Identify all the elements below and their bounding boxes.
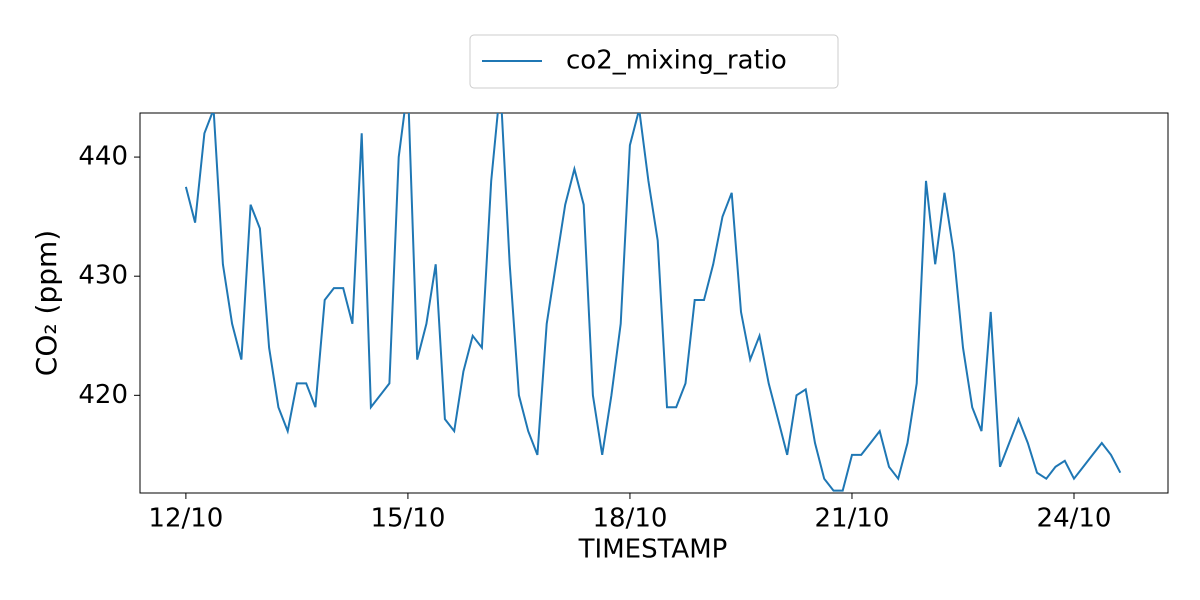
x-tick-label: 15/10	[370, 504, 445, 534]
legend-label: co2_mixing_ratio	[566, 46, 787, 76]
x-tick-label: 24/10	[1037, 504, 1112, 534]
x-tick-label: 21/10	[815, 504, 890, 534]
x-axis-label: TIMESTAMP	[578, 535, 728, 565]
legend-box	[469, 34, 839, 89]
plot-frame	[139, 112, 1169, 494]
y-tick-label: 420	[78, 380, 128, 410]
x-tick-label: 12/10	[148, 504, 223, 534]
x-tick-label: 18/10	[592, 504, 667, 534]
y-tick-label: 440	[78, 142, 128, 172]
data-line	[184, 113, 1122, 492]
y-axis-label: CO₂ (ppm)	[30, 230, 63, 376]
y-tick-label: 430	[78, 261, 128, 291]
